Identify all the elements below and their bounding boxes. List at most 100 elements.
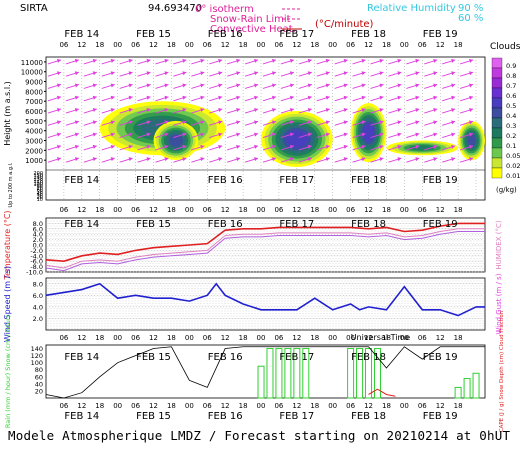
wind-arrow-head: [379, 108, 384, 113]
bottom-day-label: FEB 18: [351, 411, 386, 422]
wind-arrow-head: [451, 144, 456, 149]
top-hour-label: 00: [185, 41, 194, 49]
cloud-ylabel: Height (m a.s.l.): [3, 81, 12, 146]
mid-hour-label: 06: [131, 206, 140, 214]
precip-rain-bar: [293, 348, 301, 399]
wind-hour-label: 06: [59, 334, 68, 342]
wind-arrow-head: [433, 58, 438, 63]
temp-day-label: FEB 17: [279, 219, 314, 230]
temp-day-label: FEB 18: [351, 219, 386, 230]
wind-arrow-head: [325, 71, 330, 76]
wind-arrow-head: [397, 120, 402, 125]
wind-hour-label: 18: [310, 334, 319, 342]
wind-arrow-head: [469, 132, 474, 137]
cloud-ytick-label: 9000: [25, 79, 43, 87]
wind-arrow-head: [254, 120, 259, 125]
wind-arrow-head: [415, 58, 420, 63]
wind-arrow-head: [218, 132, 223, 137]
wind-arrow-head: [110, 95, 115, 100]
wind-arrow-head: [56, 58, 61, 63]
precip-rain-bar: [356, 348, 364, 399]
wind-arrow-head: [271, 120, 276, 125]
top-day-label: FEB 19: [423, 29, 458, 40]
top-day-label: FEB 15: [136, 29, 171, 40]
colorbar-label: 0.9: [506, 62, 516, 70]
mid-hour-label: 12: [292, 206, 301, 214]
top-day-label: FEB 18: [351, 29, 386, 40]
top-hour-label: 06: [418, 41, 427, 49]
top-hour-label: 18: [239, 41, 248, 49]
wind-arrow-head: [164, 132, 169, 137]
wind-arrow-head: [361, 95, 366, 100]
wind-arrow-head: [218, 120, 223, 125]
colorbar-swatch: [491, 57, 503, 69]
cloud-ytick-low-label: 20: [37, 195, 43, 201]
wind-arrow-head: [110, 108, 115, 113]
bottom-hour-label: 12: [436, 402, 445, 410]
mid-hour-label: 18: [167, 206, 176, 214]
wind-arrow-head: [415, 144, 420, 149]
wind-arrow-head: [74, 83, 79, 88]
wind-arrow-head: [307, 71, 312, 76]
mid-day-label: FEB 17: [279, 175, 314, 186]
wind-arrow-head: [92, 120, 97, 125]
wind-arrow-head: [128, 132, 133, 137]
wind-arrow-head: [271, 71, 276, 76]
wind-hour-label: 12: [149, 334, 158, 342]
top-hour-label: 12: [364, 41, 373, 49]
temp-ytick-label: 6.0: [33, 225, 43, 233]
wind-arrow-head: [74, 95, 79, 100]
top-hour-label: 12: [221, 41, 230, 49]
mid-hour-label: 18: [95, 206, 104, 214]
wind-arrow-head: [182, 144, 187, 149]
temp-ytick-label: -10.0: [26, 269, 43, 277]
temp-ytick-label: -6.0: [30, 258, 43, 266]
bottom-day-label: FEB 15: [136, 411, 171, 422]
precip-rain-bar: [266, 348, 274, 399]
colorbar-swatch: [491, 147, 503, 159]
wind-ytick-label: 2.0: [33, 315, 43, 323]
colorbar-label: 0.01: [506, 172, 520, 180]
mid-hour-label: 12: [221, 206, 230, 214]
mid-hour-label: 12: [77, 206, 86, 214]
wind-arrow-head: [236, 83, 241, 88]
mid-hour-label: 00: [328, 206, 337, 214]
wind-arrow-head: [218, 71, 223, 76]
wind-hour-label: 18: [167, 334, 176, 342]
wind-hour-label: 06: [418, 334, 427, 342]
wind-arrow-head: [56, 144, 61, 149]
legend-snow-rain: Snow-Rain Limit: [210, 14, 291, 25]
cloud-ytick-label: 3000: [25, 138, 43, 146]
wind-arrow-head: [56, 83, 61, 88]
colorbar-swatch: [491, 77, 503, 89]
wind-arrow-head: [397, 58, 402, 63]
temp-ytick-label: -8.0: [30, 263, 43, 271]
wind-arrow-head: [469, 71, 474, 76]
wind-arrow-head: [146, 120, 151, 125]
wind-arrow-head: [433, 83, 438, 88]
cloud-ytick-low-label: 150: [33, 173, 43, 179]
colorbar-label: 0.7: [506, 82, 516, 90]
mid-hour-label: 06: [346, 206, 355, 214]
temp-ytick-label: 2.0: [33, 236, 43, 244]
wind-arrow-head: [433, 157, 438, 162]
wind-arrow-head: [110, 58, 115, 63]
footer-caption: Modele Atmospherique LMDZ / Forecast sta…: [8, 428, 511, 443]
top-hour-label: 00: [328, 41, 337, 49]
top-hour-label: 06: [203, 41, 212, 49]
wind-arrow-head: [218, 95, 223, 100]
station-name: SIRTA: [20, 3, 48, 14]
wind-arrow-head: [92, 58, 97, 63]
bottom-hour-label: 12: [221, 402, 230, 410]
bottom-hour-label: 06: [418, 402, 427, 410]
wind-arrow-head: [361, 83, 366, 88]
precip-ylabel: Rain (mm / hour) Snow (cm / hour): [4, 315, 12, 428]
wind-arrow-head: [182, 83, 187, 88]
wind-arrow-head: [433, 120, 438, 125]
wind-arrow-head: [200, 58, 205, 63]
top-day-label: FEB 17: [279, 29, 314, 40]
colorbar-label: 0.5: [506, 102, 516, 110]
wind-arrow-head: [307, 108, 312, 113]
wind-arrow-head: [325, 95, 330, 100]
wind-arrow-head: [379, 95, 384, 100]
